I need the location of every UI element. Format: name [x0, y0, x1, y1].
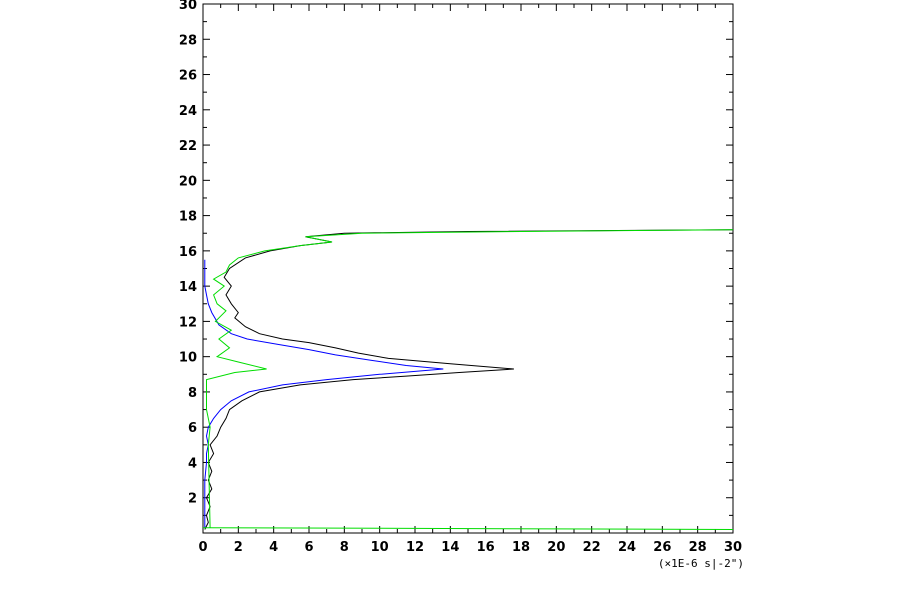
- x-tick-label: 6: [304, 540, 313, 555]
- x-tick-label: 4: [269, 540, 278, 555]
- x-tick-label: 28: [689, 540, 707, 555]
- y-tick-label: 28: [179, 33, 197, 48]
- y-tick-label: 14: [179, 280, 197, 295]
- x-tick-label: 22: [583, 540, 601, 555]
- y-tick-label: 18: [179, 210, 197, 225]
- y-tick-label: 4: [188, 456, 197, 471]
- x-tick-label: 26: [653, 540, 671, 555]
- y-tick-label: 20: [179, 174, 197, 189]
- series-line-2: [204, 259, 444, 528]
- y-tick-label: 24: [179, 104, 197, 119]
- y-tick-label: 10: [179, 351, 197, 366]
- y-tick-label: 2: [188, 492, 197, 507]
- series-line-3: [202, 229, 734, 530]
- x-tick-label: 20: [547, 540, 565, 555]
- plot-frame: [202, 3, 734, 534]
- x-tick-label: 12: [406, 540, 424, 555]
- y-tick-label: 22: [179, 139, 197, 154]
- x-axis-unit-label: (×1E-6 s|-2"): [658, 557, 744, 570]
- x-tick-label: 0: [198, 540, 207, 555]
- series-line-1: [204, 229, 734, 530]
- x-tick-label: 30: [724, 540, 742, 555]
- x-tick-labels: 0 2 4 6 8 10 12 14 16 18 20 22 24 26 28 30: [198, 540, 742, 555]
- x-tick-label: 18: [512, 540, 530, 555]
- x-tick-label: 16: [477, 540, 495, 555]
- x-tick-label: 14: [441, 540, 459, 555]
- y-tick-label: 16: [179, 245, 197, 260]
- y-tick-label: 26: [179, 69, 197, 84]
- series-layer: [202, 229, 734, 530]
- x-tick-label: 10: [371, 540, 389, 555]
- y-tick-label: 30: [179, 0, 197, 13]
- plot-border: [202, 3, 734, 534]
- x-tick-label: 8: [340, 540, 349, 555]
- x-tick-label: 2: [234, 540, 243, 555]
- y-tick-label: 8: [188, 386, 197, 401]
- x-tick-label: 24: [618, 540, 636, 555]
- y-tick-label: 6: [188, 421, 197, 436]
- y-tick-label: 12: [179, 315, 197, 330]
